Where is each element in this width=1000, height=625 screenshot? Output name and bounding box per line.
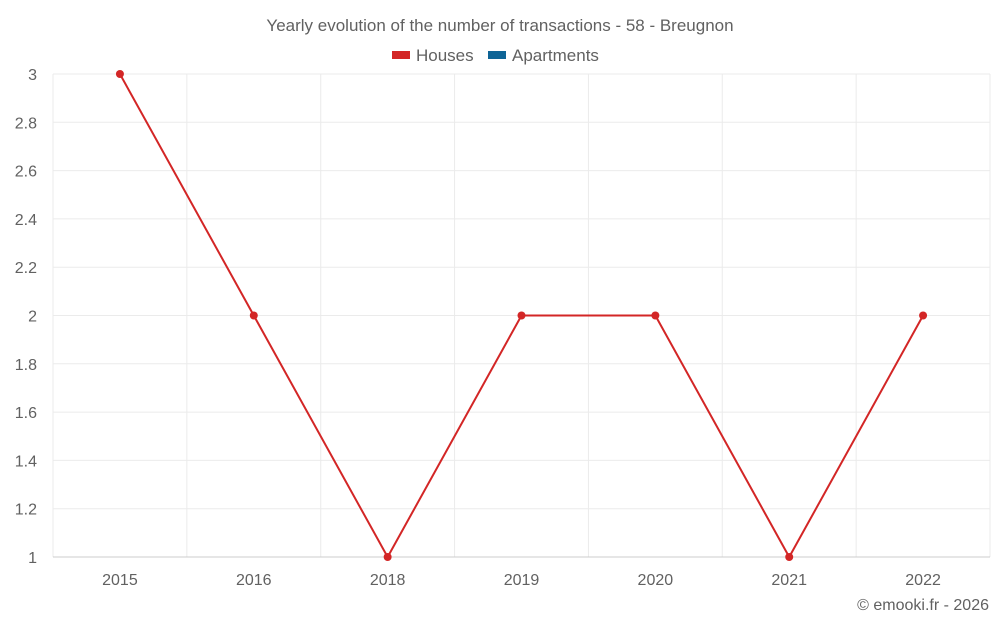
data-point[interactable]	[115, 70, 124, 78]
y-tick-label: 1.8	[15, 357, 37, 374]
x-tick-label: 2022	[905, 572, 941, 589]
axes: 1 1.2 1.4 1.6 1.8 2 2.2 2.4 2.6 2.8 3 2015 2016 2018 2…	[15, 67, 990, 589]
data-point[interactable]	[651, 311, 660, 320]
x-tick-label: 2021	[771, 572, 807, 589]
y-tick-label: 2	[28, 309, 37, 326]
legend-label-apartments: Apartments	[512, 46, 599, 65]
data-point[interactable]	[517, 311, 526, 320]
legend-item-apartments[interactable]: Apartments	[488, 46, 599, 65]
y-tick-label: 1.6	[15, 405, 37, 422]
x-tick-label: 2020	[638, 572, 674, 589]
legend-swatch-apartments	[488, 51, 506, 59]
legend: Houses Apartments	[392, 46, 599, 65]
x-tick-label: 2015	[102, 572, 138, 589]
data-point[interactable]	[383, 553, 392, 561]
x-tick-label: 2016	[236, 572, 272, 589]
data-point[interactable]	[919, 311, 928, 320]
y-tick-label: 2.4	[15, 212, 37, 229]
x-tick-label: 2018	[370, 572, 406, 589]
y-tick-label: 1.2	[15, 502, 37, 519]
data-point[interactable]	[785, 553, 794, 561]
credit-text: © emooki.fr - 2026	[857, 597, 989, 614]
y-tick-label: 1.4	[15, 453, 37, 470]
y-tick-label: 1	[28, 550, 37, 567]
x-tick-label: 2019	[504, 572, 540, 589]
data-point[interactable]	[249, 311, 258, 320]
chart-title: Yearly evolution of the number of transa…	[266, 16, 733, 35]
y-tick-label: 2.2	[15, 260, 37, 277]
y-tick-label: 2.8	[15, 115, 37, 132]
legend-label-houses: Houses	[416, 46, 474, 65]
series	[115, 70, 928, 561]
legend-item-houses[interactable]: Houses	[392, 46, 474, 65]
y-tick-label: 2.6	[15, 164, 37, 181]
legend-swatch-houses	[392, 51, 410, 59]
y-tick-label: 3	[28, 67, 37, 84]
